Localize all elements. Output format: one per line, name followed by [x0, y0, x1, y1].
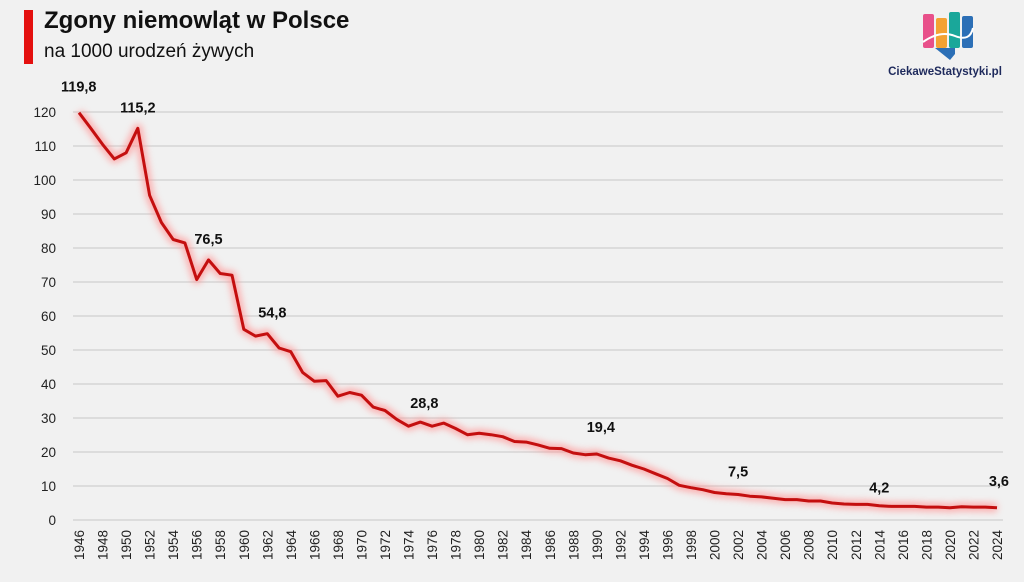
data-label: 3,6 — [989, 474, 1009, 490]
y-tick-label: 100 — [33, 173, 56, 188]
series-line-glow — [75, 109, 998, 513]
y-tick-label: 10 — [41, 479, 56, 494]
x-tick-label: 1958 — [213, 530, 228, 560]
x-tick-label: 2016 — [896, 530, 911, 560]
x-tick-label: 2020 — [943, 530, 958, 560]
x-tick-label: 1984 — [519, 530, 534, 561]
x-tick-label: 1986 — [543, 530, 558, 560]
x-tick-label: 1950 — [119, 530, 134, 560]
chart-title: Zgony niemowląt w Polsce — [44, 7, 350, 34]
x-tick-label: 2014 — [872, 530, 887, 561]
x-tick-label: 1978 — [449, 530, 464, 560]
x-tick-label: 1970 — [354, 530, 369, 560]
title-accent-bar — [24, 10, 33, 64]
x-tick-label: 1956 — [190, 530, 205, 560]
data-label: 119,8 — [61, 80, 97, 96]
x-tick-label: 1996 — [660, 530, 675, 560]
data-label: 19,4 — [587, 420, 615, 436]
x-tick-label: 1952 — [143, 530, 158, 560]
y-tick-label: 90 — [41, 207, 56, 222]
y-tick-label: 70 — [41, 275, 56, 290]
chart-subtitle: na 1000 urodzeń żywych — [44, 41, 255, 62]
x-tick-label: 1988 — [566, 530, 581, 560]
x-tick-label: 1968 — [331, 530, 346, 560]
y-tick-label: 110 — [34, 139, 56, 154]
data-label: 4,2 — [869, 481, 889, 497]
x-tick-label: 2018 — [919, 530, 934, 560]
y-axis-ticks: 0 10 20 30 40 50 60 70 80 90 100 110 120 — [33, 105, 56, 528]
data-labels: 119,8 115,2 76,5 54,8 28,8 19,4 7,5 4,2 3,6 — [61, 80, 1009, 497]
x-tick-label: 1954 — [166, 530, 181, 561]
x-tick-label: 1948 — [96, 530, 111, 560]
x-tick-label: 2012 — [849, 530, 864, 560]
x-tick-label: 1972 — [378, 530, 393, 560]
data-label: 76,5 — [194, 232, 222, 248]
data-label: 115,2 — [120, 100, 156, 116]
x-tick-label: 2022 — [966, 530, 981, 560]
x-tick-label: 1982 — [496, 530, 511, 560]
x-tick-label: 1964 — [284, 530, 299, 561]
x-tick-label: 2010 — [825, 530, 840, 560]
data-label: 7,5 — [728, 465, 748, 481]
x-tick-label: 2000 — [708, 530, 723, 560]
x-tick-label: 1998 — [684, 530, 699, 560]
y-tick-label: 60 — [41, 309, 56, 324]
y-tick-label: 120 — [33, 105, 56, 120]
y-tick-label: 50 — [41, 343, 56, 358]
brand-logo: CiekaweStatystyki.pl — [880, 12, 1010, 82]
x-axis-ticks: 1946 1948 1950 1952 1954 1956 1958 1960 1962 1964… — [72, 530, 1005, 561]
x-tick-label: 1992 — [613, 530, 628, 560]
x-tick-label: 1976 — [425, 530, 440, 560]
x-tick-label: 2008 — [802, 530, 817, 560]
y-tick-label: 0 — [48, 513, 56, 528]
grid-lines — [73, 111, 1003, 521]
brand-name: CiekaweStatystyki.pl — [888, 66, 1002, 78]
x-tick-label: 1990 — [590, 530, 605, 560]
x-tick-label: 2024 — [990, 530, 1005, 561]
x-tick-label: 2004 — [755, 530, 770, 561]
data-label: 54,8 — [258, 306, 286, 322]
x-tick-label: 2006 — [778, 530, 793, 560]
y-tick-label: 40 — [41, 377, 56, 392]
x-tick-label: 2002 — [731, 530, 746, 560]
x-tick-label: 1994 — [637, 530, 652, 561]
series-line — [77, 111, 998, 510]
y-tick-label: 30 — [41, 411, 56, 426]
x-tick-label: 1980 — [472, 530, 487, 560]
x-tick-label: 1946 — [72, 530, 87, 560]
logo-icon — [922, 12, 974, 60]
data-label: 28,8 — [410, 396, 438, 412]
x-tick-label: 1966 — [307, 530, 322, 560]
y-tick-label: 80 — [41, 241, 56, 256]
x-tick-label: 1974 — [402, 530, 417, 561]
y-tick-label: 20 — [41, 445, 56, 460]
x-tick-label: 1960 — [237, 530, 252, 560]
x-tick-label: 1962 — [260, 530, 275, 560]
